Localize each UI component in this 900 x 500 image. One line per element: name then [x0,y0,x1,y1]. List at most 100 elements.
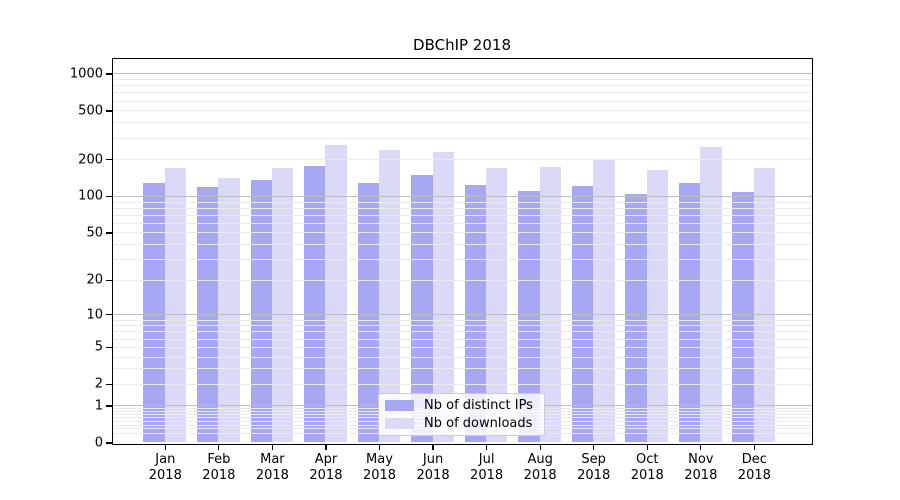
x-tick-label-dec: Dec 2018 [737,452,771,483]
legend: Nb of distinct IPs Nb of downloads [378,393,545,436]
minor-gridline [112,356,812,358]
x-tick-mark [486,444,488,450]
y-tick-mark [106,73,112,75]
y-tick-label: 200 [78,152,103,168]
major-gridline [112,314,812,316]
minor-gridline [112,259,812,261]
minor-gridline [112,207,812,209]
plot-area [111,58,813,445]
minor-gridline [112,279,812,281]
x-tick-mark [164,444,166,450]
minor-gridline [112,232,812,234]
bar-oct-downloads [646,170,669,443]
minor-gridline [112,159,812,161]
minor-gridline [112,338,812,340]
x-tick-mark [539,444,541,450]
x-tick-label-may: May 2018 [362,452,397,483]
minor-gridline [112,244,812,246]
legend-swatch-downloads [385,417,414,429]
minor-gridline [112,85,812,87]
bar-feb-downloads [218,177,240,443]
minor-gridline [112,214,812,216]
minor-gridline [112,100,812,102]
minor-gridline [112,383,812,385]
minor-gridline [112,325,812,327]
x-tick-mark [593,444,595,450]
y-tick-label: 10 [86,307,103,323]
legend-row-downloads: Nb of downloads [385,416,536,431]
major-gridline [112,73,812,75]
minor-gridline [112,222,812,224]
minor-gridline [112,137,812,139]
y-tick-label: 1 [94,398,103,414]
legend-row-distinct-ips: Nb of distinct IPs [385,398,536,413]
x-tick-label-apr: Apr 2018 [309,452,343,483]
x-tick-mark [753,444,755,450]
bar-jul-downloads [486,167,508,443]
bar-apr-distinct-ips [304,166,326,443]
minor-gridline [112,331,812,333]
bar-aug-distinct-ips [518,191,540,443]
x-tick-mark [646,444,648,450]
bar-jan-distinct-ips [143,183,165,443]
y-tick-label: 2 [94,376,103,392]
x-tick-label-jan: Jan 2018 [148,452,182,483]
y-tick-mark [106,195,112,198]
x-tick-label-mar: Mar 2018 [255,452,289,483]
bar-oct-distinct-ips [625,194,647,443]
legend-label-distinct-ips: Nb of distinct IPs [424,398,533,414]
bar-mar-distinct-ips [250,180,272,443]
y-tick-mark [106,442,112,444]
x-tick-mark [432,444,434,450]
y-tick-label: 20 [86,272,103,288]
x-tick-label-jul: Jul 2018 [470,452,504,483]
y-tick-mark [106,383,112,385]
y-tick-label: 500 [78,103,103,119]
y-tick-mark [106,110,112,112]
minor-gridline [112,122,812,124]
y-tick-mark [106,346,112,348]
y-tick-label: 0 [94,435,103,451]
grid-layer [112,59,812,444]
bar-mar-downloads [271,167,294,443]
y-tick-mark [106,405,112,407]
x-tick-mark [325,444,327,450]
x-tick-label-oct: Oct 2018 [630,452,664,483]
minor-gridline [112,79,812,81]
y-tick-label: 50 [86,225,103,241]
y-tick-label: 5 [94,339,103,355]
bar-sep-downloads [593,159,615,443]
bar-dec-downloads [753,168,776,443]
minor-gridline [112,201,812,203]
minor-gridline [112,368,812,370]
legend-label-downloads: Nb of downloads [424,415,533,431]
major-gridline [112,195,812,197]
y-tick-mark [106,279,112,281]
bar-jun-distinct-ips [411,175,433,443]
bar-dec-distinct-ips [732,192,754,443]
x-tick-label-nov: Nov 2018 [684,452,718,483]
x-tick-label-sep: Sep 2018 [577,452,611,483]
bar-may-distinct-ips [357,182,379,443]
y-tick-mark [106,232,112,234]
legend-swatch-distinct-ips [385,400,414,412]
x-tick-mark [700,444,702,450]
x-tick-label-jun: Jun 2018 [416,452,450,483]
x-tick-mark [271,444,273,450]
minor-gridline [112,92,812,94]
y-tick-mark [106,159,112,161]
x-tick-mark [378,444,381,450]
bar-jan-downloads [164,168,187,443]
bar-sep-distinct-ips [571,186,594,443]
chart-title: DBChIP 2018 [413,36,511,54]
bar-jul-distinct-ips [464,185,487,443]
x-tick-label-feb: Feb 2018 [202,452,236,483]
bar-nov-distinct-ips [678,182,701,443]
y-tick-mark [106,314,112,316]
bar-jun-downloads [432,152,454,443]
bar-aug-downloads [539,167,562,443]
minor-gridline [112,346,812,348]
x-tick-label-aug: Aug 2018 [523,452,557,483]
minor-gridline [112,110,812,112]
